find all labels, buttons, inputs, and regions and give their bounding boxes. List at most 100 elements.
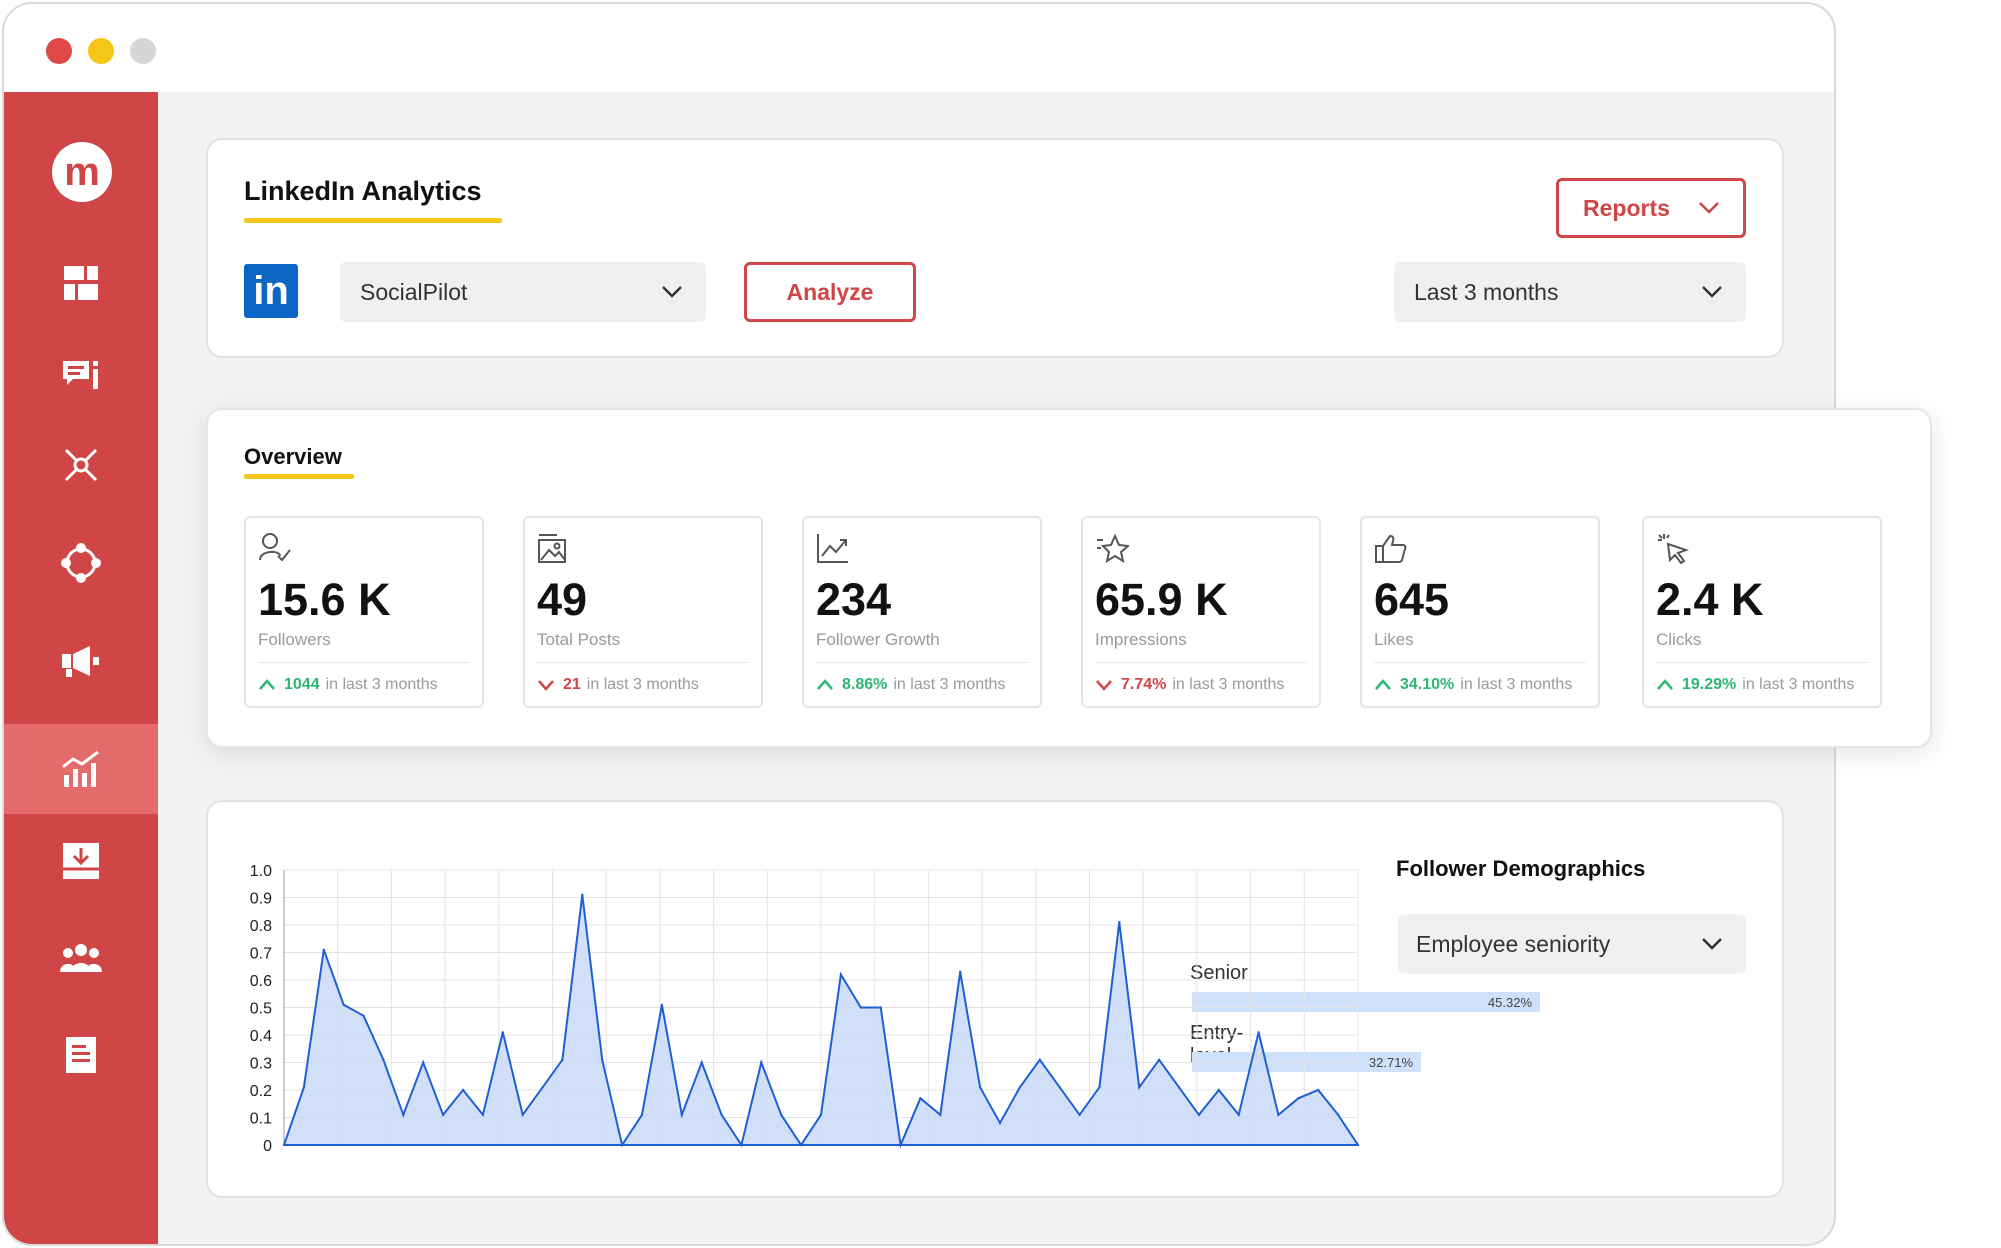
- sidebar-item-documents[interactable]: [4, 1010, 158, 1100]
- sidebar-item-campaigns[interactable]: [4, 616, 158, 706]
- stat-value: 49: [537, 574, 588, 625]
- stat-change-value: 1044: [284, 676, 320, 693]
- posts-icon: [63, 361, 98, 389]
- brand-logo[interactable]: m: [52, 142, 112, 202]
- followers-area-chart: 1.0 0.9 0.8 0.7 0.6 0.5 0.4 0.3 0.2 0.1 0: [250, 863, 1360, 1155]
- demographics-select[interactable]: Employee seniority: [1398, 914, 1746, 974]
- stat-value: 15.6 K: [258, 574, 391, 625]
- demographic-bar-value: 32.71%: [1368, 1054, 1413, 1070]
- stat-card-followers[interactable]: 15.6 K Followers 1044 in last 3 months: [244, 516, 484, 708]
- overview-underline: [244, 474, 354, 479]
- y-tick-label: 1.0: [250, 863, 272, 880]
- chevron-down-icon: [1699, 202, 1719, 214]
- data-point: [402, 1113, 405, 1116]
- y-tick-label: 0.9: [250, 891, 272, 908]
- close-window-button[interactable]: [46, 38, 72, 64]
- stat-change: 8.86% in last 3 months: [816, 676, 1005, 694]
- data-point: [1157, 1058, 1161, 1061]
- y-tick-label: 0.1: [250, 1111, 272, 1128]
- stat-card-total-posts[interactable]: 49 Total Posts 21 in last 3 months: [523, 516, 763, 708]
- stat-change-value: 19.29%: [1682, 676, 1737, 693]
- data-point: [1018, 1086, 1022, 1089]
- account-select[interactable]: SocialPilot: [340, 262, 706, 322]
- megaphone-icon: [62, 646, 99, 677]
- user-check-icon: [259, 533, 291, 562]
- data-point: [1197, 1113, 1201, 1116]
- star-icon: [1097, 533, 1129, 564]
- arrow-up-icon: [259, 679, 275, 690]
- stat-change-value: 34.10%: [1400, 676, 1455, 693]
- period-select[interactable]: Last 3 months: [1394, 262, 1746, 322]
- data-point: [1177, 1086, 1181, 1089]
- stat-divider: [258, 662, 470, 663]
- stat-value: 234: [816, 574, 892, 625]
- data-point: [959, 970, 962, 973]
- stat-card-likes[interactable]: 645 Likes 34.10% in last 3 months: [1360, 516, 1600, 708]
- data-point: [342, 1003, 345, 1006]
- demographic-bar-value: 45.32%: [1487, 994, 1532, 1010]
- overview-title: Overview: [244, 444, 342, 469]
- data-point: [1038, 1058, 1041, 1061]
- data-point: [720, 1113, 723, 1116]
- minimize-window-button[interactable]: [88, 38, 114, 64]
- data-point: [501, 1031, 504, 1034]
- chevron-down-icon: [1702, 286, 1722, 298]
- y-tick-label: 0.3: [250, 1056, 272, 1073]
- stat-card-impressions[interactable]: 65.9 K Impressions 7.74% in last 3 months: [1081, 516, 1321, 708]
- demographics-select-value: Employee seniority: [1416, 930, 1611, 957]
- chevron-down-icon: [1702, 938, 1722, 950]
- sidebar-item-connections[interactable]: [4, 420, 158, 510]
- analytics-header-card: LinkedIn Analytics in SocialPilot Analyz…: [206, 138, 1784, 358]
- network-icon: [61, 543, 101, 583]
- data-point: [1217, 1088, 1220, 1092]
- y-tick-label: 0.6: [250, 973, 272, 990]
- data-point: [859, 1006, 862, 1009]
- reports-button[interactable]: Reports: [1556, 178, 1746, 238]
- data-point: [541, 1086, 544, 1089]
- data-point: [1237, 1113, 1240, 1116]
- y-tick-label: 0.2: [250, 1083, 272, 1100]
- stat-value: 645: [1374, 574, 1450, 625]
- stat-value: 65.9 K: [1095, 574, 1228, 625]
- arrow-up-icon: [817, 679, 833, 690]
- data-point: [780, 1113, 783, 1116]
- connections-icon: [64, 448, 98, 482]
- data-point: [382, 1058, 385, 1061]
- trend-up-icon: [817, 534, 848, 563]
- stat-card-follower-growth[interactable]: 234 Follower Growth 8.86% in last 3 months: [802, 516, 1042, 708]
- data-point: [422, 1061, 425, 1064]
- data-point: [1058, 1086, 1061, 1089]
- stat-change: 1044 in last 3 months: [258, 676, 438, 694]
- stat-value: 2.4 K: [1656, 574, 1764, 625]
- sidebar-item-dashboard[interactable]: [4, 238, 158, 328]
- sidebar-item-analytics[interactable]: [4, 724, 158, 814]
- arrow-up-icon: [1657, 679, 1673, 690]
- cursor-click-icon: [1658, 534, 1689, 564]
- data-point: [322, 948, 325, 951]
- sidebar-item-posts[interactable]: [4, 330, 158, 420]
- stat-divider: [816, 662, 1028, 663]
- demographic-label: Senior: [1190, 962, 1248, 984]
- linkedin-icon: in: [244, 264, 298, 318]
- data-point: [1336, 1113, 1340, 1116]
- data-point: [461, 1088, 465, 1092]
- data-point: [481, 1113, 485, 1116]
- stat-change-period: in last 3 months: [1742, 676, 1855, 693]
- data-point: [1078, 1113, 1081, 1116]
- page-title: LinkedIn Analytics: [244, 176, 482, 206]
- analytics-icon: [62, 750, 99, 787]
- maximize-window-button[interactable]: [130, 38, 156, 64]
- arrow-down-icon: [1096, 680, 1112, 691]
- stat-label: Impressions: [1095, 630, 1187, 649]
- account-select-value: SocialPilot: [360, 278, 468, 305]
- stat-change-period: in last 3 months: [1172, 676, 1285, 693]
- sidebar-item-downloads[interactable]: [4, 816, 158, 906]
- stat-label: Clicks: [1656, 630, 1702, 649]
- thumbs-up-icon: [1375, 534, 1407, 563]
- sidebar-item-network[interactable]: [4, 518, 158, 608]
- stat-card-clicks[interactable]: 2.4 K Clicks 19.29% in last 3 months: [1642, 516, 1882, 708]
- analyze-button[interactable]: Analyze: [744, 262, 916, 322]
- series-area: [284, 894, 1358, 1145]
- stat-label: Follower Growth: [816, 630, 940, 649]
- sidebar-item-team[interactable]: [4, 914, 158, 1004]
